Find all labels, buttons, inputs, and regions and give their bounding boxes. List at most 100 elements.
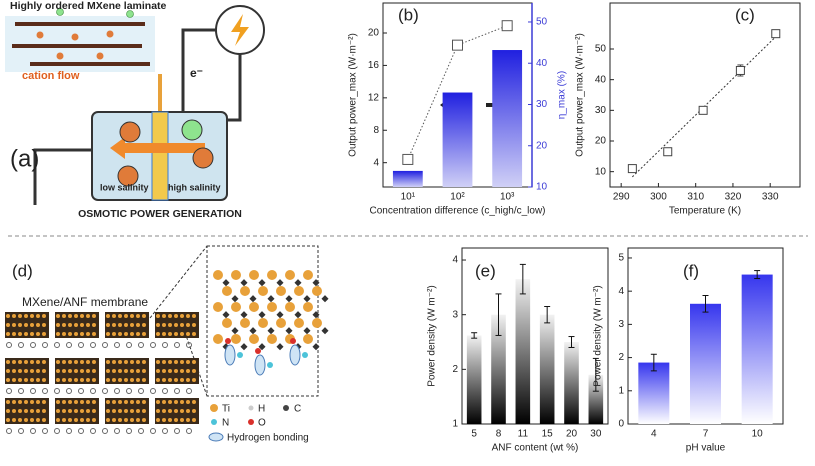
ti-atom: [162, 323, 166, 327]
bar: [492, 50, 523, 188]
ti-atom: [130, 378, 134, 382]
ti-atom: [186, 314, 190, 318]
ti-atom: [12, 369, 16, 373]
ti-atom: [6, 400, 10, 404]
ti-atom: [174, 360, 178, 364]
ti-atom: [74, 360, 78, 364]
sheet: [30, 62, 150, 66]
ti-atom: [74, 332, 78, 336]
x-axis-label: pH value: [686, 443, 726, 454]
ti-atom: [136, 409, 140, 413]
y-tick-label: 4: [618, 286, 624, 297]
legend-marker: [208, 432, 224, 442]
inset-ti: [303, 270, 313, 280]
anf-chain: [102, 342, 108, 348]
ti-atom: [192, 378, 196, 382]
ti-atom: [12, 409, 16, 413]
ti-atom: [168, 360, 172, 364]
bar: [741, 274, 773, 424]
ti-atom: [86, 323, 90, 327]
ti-atom: [174, 400, 178, 404]
y2-tick-label: 50: [536, 17, 548, 28]
inset-ti: [213, 270, 223, 280]
ti-atom: [36, 418, 40, 422]
ti-atom: [24, 378, 28, 382]
ti-atom: [6, 323, 10, 327]
ti-atom: [162, 360, 166, 364]
ti-atom: [24, 400, 28, 404]
ti-atom: [12, 314, 16, 318]
wire: [181, 28, 216, 112]
ti-atom: [80, 400, 84, 404]
diagram-a: Highly ordered MXene laminate cation flo…: [5, 0, 265, 220]
point: [402, 153, 414, 165]
anf-chain: [138, 342, 144, 348]
y-tick-label: 30: [595, 105, 607, 116]
diagram-d: (d) MXene/ANF membrane Ti H C N O Hydrog…: [5, 245, 329, 444]
ti-atom: [30, 369, 34, 373]
y-tick-label: 4: [373, 157, 379, 168]
x-tick-label: 30: [590, 429, 602, 440]
bar: [442, 92, 473, 187]
ti-atom: [162, 378, 166, 382]
ti-atom: [192, 332, 196, 336]
ti-atom: [130, 332, 134, 336]
cation: [192, 147, 214, 169]
inset-c: [267, 295, 275, 303]
ti-atom: [80, 418, 84, 422]
ti-atom: [30, 400, 34, 404]
anf-chain: [138, 428, 144, 434]
ti-atom: [130, 323, 134, 327]
ti-atom: [92, 332, 96, 336]
inset-ti: [294, 286, 304, 296]
y-axis-label: Output power_max (W·m⁻²): [348, 33, 359, 157]
anion: [181, 119, 203, 141]
anf-chain: [6, 428, 12, 434]
ti-atom: [74, 369, 78, 373]
ti-atom: [112, 378, 116, 382]
inset-ti: [249, 334, 259, 344]
ti-atom: [118, 378, 122, 382]
ti-atom: [56, 378, 60, 382]
ti-atom: [12, 378, 16, 382]
ti-atom: [36, 409, 40, 413]
anion: [126, 10, 134, 18]
ti-atom: [106, 378, 110, 382]
ti-atom: [124, 360, 128, 364]
bar: [564, 342, 579, 424]
n-atom: [302, 352, 308, 358]
ti-atom: [186, 418, 190, 422]
x-tick-label: 10¹: [401, 192, 416, 203]
ti-atom: [142, 369, 146, 373]
ti-atom: [24, 369, 28, 373]
anf-chain: [18, 342, 24, 348]
o-atom: [290, 338, 296, 344]
anf-chain: [42, 388, 48, 394]
anf-chain: [114, 388, 120, 394]
anf-chain: [102, 388, 108, 394]
y-axis-label: Power density (W m⁻²): [593, 285, 604, 386]
ti-atom: [56, 314, 60, 318]
ti-atom: [118, 332, 122, 336]
inset-c: [249, 327, 257, 335]
membrane: [151, 111, 169, 201]
ti-atom: [62, 400, 66, 404]
ti-atom: [42, 418, 46, 422]
y-tick-label: 3: [618, 319, 624, 330]
ti-atom: [156, 360, 160, 364]
legend-label: Hydrogen bonding: [227, 433, 309, 444]
inset-ti: [294, 318, 304, 328]
ti-atom: [156, 369, 160, 373]
ti-atom: [156, 400, 160, 404]
y-tick-label: 1: [452, 419, 458, 430]
y-tick-label: 2: [618, 352, 624, 363]
ti-atom: [62, 323, 66, 327]
anf-chain: [114, 342, 120, 348]
ti-atom: [6, 378, 10, 382]
anf-chain: [6, 388, 12, 394]
ti-atom: [118, 323, 122, 327]
ti-atom: [192, 323, 196, 327]
inset-ti: [285, 270, 295, 280]
x-tick-label: 20: [566, 429, 578, 440]
ti-atom: [192, 360, 196, 364]
